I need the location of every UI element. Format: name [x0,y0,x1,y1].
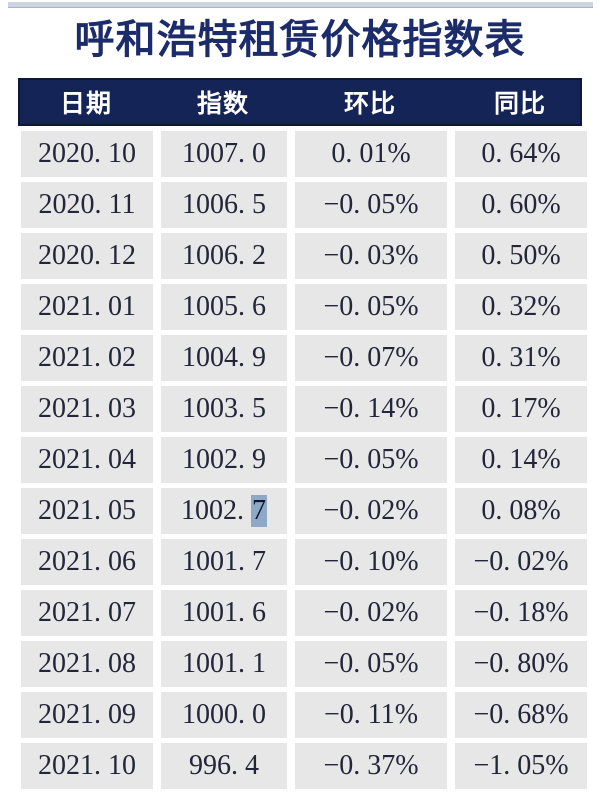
cell-yoy: 0. 08% [455,488,587,534]
cell-mom: −0. 07% [295,335,447,381]
cell-index: 1005. 6 [161,284,287,330]
header-cell-index: 指数 [196,91,249,118]
header-cell-date: 日期 [59,91,112,118]
cell-yoy: −0. 18% [455,590,587,636]
table-body: 2020. 10 1007. 0 0. 01% 0. 64% 2020. 11 … [21,131,587,789]
cropped-element-edge [8,2,593,8]
cell-yoy: 0. 31% [455,335,587,381]
cell-date: 2021. 08 [21,641,153,687]
cell-yoy: 0. 64% [455,131,587,177]
table-header-row: 日期 指数 环比 同比 [18,78,582,126]
cell-mom: −0. 05% [295,284,447,330]
cell-yoy: 0. 50% [455,233,587,279]
page-title: 呼和浩特租赁价格指数表 [74,17,526,62]
cell-index: 1001. 7 [161,539,287,585]
cell-yoy: −0. 02% [455,539,587,585]
cell-index: 1004. 9 [161,335,287,381]
cell-index: 1001. 1 [161,641,287,687]
cell-yoy: −0. 68% [455,692,587,738]
cell-index: 1007. 0 [161,131,287,177]
index-table: 日期 指数 环比 同比 2020. 10 1007. 0 0. 01% 0. 6… [18,78,587,789]
cell-date: 2021. 06 [21,539,153,585]
cell-date: 2021. 02 [21,335,153,381]
cell-date: 2021. 01 [21,284,153,330]
cell-mom: 0. 01% [295,131,447,177]
cell-yoy: 0. 60% [455,182,587,228]
header-cell-yoy: 同比 [493,91,546,118]
cell-date: 2021. 09 [21,692,153,738]
cell-index: 1003. 5 [161,386,287,432]
cell-mom: −0. 05% [295,641,447,687]
cell-index: 1006. 2 [161,233,287,279]
cell-yoy: 0. 32% [455,284,587,330]
cell-mom: −0. 14% [295,386,447,432]
cell-date: 2021. 03 [21,386,153,432]
cell-mom: −0. 10% [295,539,447,585]
cell-yoy: 0. 17% [455,386,587,432]
cell-mom: −0. 02% [295,590,447,636]
cell-mom: −0. 03% [295,233,447,279]
cell-mom: −0. 11% [295,692,447,738]
cell-date: 2021. 05 [21,488,153,534]
cell-mom: −0. 05% [295,437,447,483]
cell-index: 996. 4 [161,743,287,789]
selected-digit: 7 [251,495,267,527]
cell-mom: −0. 37% [295,743,447,789]
header-cell-mom: 环比 [343,91,396,118]
cell-date: 2020. 11 [21,182,153,228]
cell-index: 1000. 0 [161,692,287,738]
cell-date: 2020. 12 [21,233,153,279]
cell-index: 1006. 5 [161,182,287,228]
cell-date: 2020. 10 [21,131,153,177]
cell-yoy: −0. 80% [455,641,587,687]
cell-date: 2021. 04 [21,437,153,483]
cell-index-text: 1002. [181,495,251,526]
cell-index: 1001. 6 [161,590,287,636]
cell-mom: −0. 05% [295,182,447,228]
cell-yoy: 0. 14% [455,437,587,483]
cell-date: 2021. 07 [21,590,153,636]
cell-index: 1002. 7 [161,488,287,534]
cell-date: 2021. 10 [21,743,153,789]
cell-yoy: −1. 05% [455,743,587,789]
cell-index: 1002. 9 [161,437,287,483]
cell-mom: −0. 02% [295,488,447,534]
